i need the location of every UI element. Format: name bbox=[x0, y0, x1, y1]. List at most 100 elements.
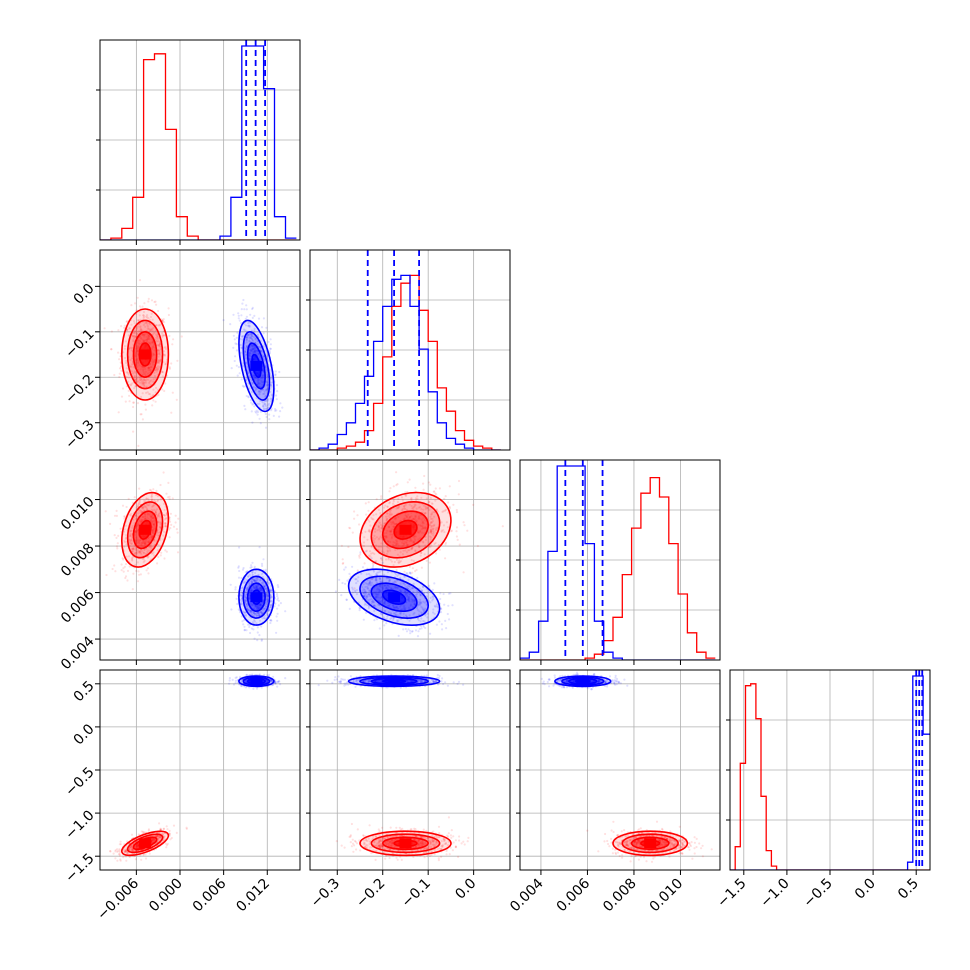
scatter-point bbox=[168, 367, 171, 370]
scatter-point bbox=[136, 552, 139, 555]
scatter-point bbox=[138, 330, 142, 333]
scatter-point bbox=[243, 308, 246, 311]
scatter-point bbox=[393, 517, 396, 520]
scatter-point bbox=[137, 544, 141, 548]
scatter-point bbox=[128, 327, 131, 330]
scatter-point bbox=[125, 371, 128, 374]
scatter-point bbox=[236, 602, 239, 606]
scatter-point bbox=[242, 298, 245, 302]
scatter-point bbox=[152, 346, 155, 349]
scatter-point bbox=[171, 343, 174, 346]
scatter-point bbox=[258, 385, 262, 388]
scatter-point bbox=[141, 333, 144, 336]
scatter-point bbox=[279, 602, 282, 605]
scatter-point bbox=[144, 540, 147, 543]
scatter-point bbox=[158, 343, 161, 346]
scatter-point bbox=[137, 380, 140, 383]
scatter-point bbox=[266, 590, 269, 594]
scatter-point bbox=[147, 366, 150, 370]
scatter-point bbox=[137, 344, 140, 347]
scatter-point bbox=[396, 540, 399, 543]
scatter-point bbox=[442, 529, 445, 532]
scatter-point bbox=[462, 571, 465, 574]
scatter-point bbox=[147, 327, 150, 330]
scatter-point bbox=[135, 530, 138, 533]
scatter-point bbox=[155, 508, 159, 511]
scatter-point bbox=[392, 525, 395, 528]
scatter-point bbox=[246, 333, 249, 336]
scatter-point bbox=[146, 340, 149, 343]
scatter-point bbox=[343, 568, 346, 571]
scatter-point bbox=[262, 317, 265, 320]
scatter-point bbox=[230, 608, 233, 611]
scatter-point bbox=[161, 335, 164, 338]
scatter-point bbox=[272, 414, 275, 417]
scatter-point bbox=[151, 333, 154, 336]
scatter-point bbox=[244, 329, 247, 332]
scatter-point bbox=[164, 346, 167, 349]
scatter-point bbox=[137, 512, 140, 515]
scatter-point bbox=[254, 585, 257, 588]
scatter-point bbox=[391, 535, 394, 538]
scatter-point bbox=[455, 510, 459, 514]
scatter-point bbox=[254, 350, 257, 354]
scatter-point bbox=[150, 515, 153, 518]
scatter-point bbox=[255, 585, 258, 589]
scatter-point bbox=[269, 606, 272, 609]
scatter-point bbox=[258, 356, 262, 359]
scatter-point bbox=[417, 544, 420, 547]
scatter-point bbox=[248, 592, 251, 595]
scatter-point bbox=[406, 543, 409, 546]
scatter-point bbox=[123, 515, 126, 518]
scatter-point bbox=[401, 499, 404, 502]
scatter-point bbox=[125, 359, 128, 362]
scatter-point bbox=[424, 505, 427, 508]
scatter-point bbox=[159, 498, 162, 501]
scatter-point bbox=[279, 410, 282, 413]
scatter-point bbox=[148, 341, 152, 344]
scatter-point bbox=[373, 534, 376, 538]
scatter-point bbox=[424, 508, 427, 511]
scatter-point bbox=[161, 388, 164, 391]
scatter-point bbox=[429, 538, 432, 541]
scatter-point bbox=[253, 405, 256, 408]
scatter-point bbox=[154, 300, 157, 303]
scatter-point bbox=[404, 627, 407, 631]
scatter-point bbox=[429, 530, 432, 533]
scatter-point bbox=[156, 335, 159, 338]
scatter-point bbox=[261, 590, 264, 593]
scatter-point bbox=[259, 603, 262, 606]
scatter-point bbox=[136, 325, 139, 328]
scatter-point bbox=[240, 576, 243, 580]
scatter-point bbox=[244, 600, 247, 603]
scatter-point bbox=[425, 497, 428, 500]
scatter-point bbox=[259, 603, 262, 607]
scatter-point bbox=[385, 535, 388, 538]
scatter-point bbox=[134, 354, 137, 358]
scatter-point bbox=[392, 525, 395, 528]
scatter-point bbox=[244, 324, 248, 327]
scatter-point bbox=[410, 515, 413, 518]
scatter-point bbox=[148, 335, 151, 338]
scatter-point bbox=[152, 504, 155, 508]
scatter-point bbox=[256, 606, 259, 610]
scatter-point bbox=[140, 377, 143, 380]
scatter-point bbox=[270, 604, 273, 607]
scatter-point bbox=[150, 515, 153, 518]
scatter-point bbox=[421, 521, 424, 524]
scatter-point bbox=[410, 539, 413, 542]
scatter-point bbox=[143, 384, 146, 388]
scatter-point bbox=[270, 596, 273, 599]
scatter-point bbox=[154, 509, 157, 512]
scatter-point bbox=[140, 329, 143, 332]
scatter-point bbox=[129, 534, 132, 538]
scatter-point bbox=[253, 612, 256, 615]
scatter-point bbox=[134, 551, 137, 555]
scatter-point bbox=[133, 370, 136, 373]
scatter-point bbox=[257, 380, 260, 384]
scatter-point bbox=[262, 608, 265, 611]
scatter-point bbox=[374, 537, 377, 540]
scatter-point bbox=[115, 509, 118, 512]
scatter-point bbox=[380, 557, 383, 560]
scatter-point bbox=[243, 328, 246, 331]
